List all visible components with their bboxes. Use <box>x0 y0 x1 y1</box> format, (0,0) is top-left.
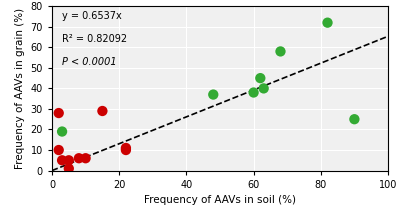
Point <box>210 93 216 96</box>
Point <box>123 146 129 150</box>
Point <box>59 159 65 162</box>
Point <box>59 130 65 133</box>
Y-axis label: Frequency of AAVs in grain (%): Frequency of AAVs in grain (%) <box>15 8 25 169</box>
Point <box>277 50 284 53</box>
Point <box>82 157 89 160</box>
Point <box>257 77 264 80</box>
Point <box>250 91 257 94</box>
Point <box>66 167 72 170</box>
Point <box>56 111 62 115</box>
Point <box>260 87 267 90</box>
Text: P < 0.0001: P < 0.0001 <box>62 57 117 67</box>
X-axis label: Frequency of AAVs in soil (%): Frequency of AAVs in soil (%) <box>144 195 296 205</box>
Point <box>76 157 82 160</box>
Point <box>99 109 106 113</box>
Point <box>66 159 72 162</box>
Point <box>324 21 331 24</box>
Point <box>123 148 129 152</box>
Text: R² = 0.82092: R² = 0.82092 <box>62 34 127 44</box>
Text: y = 0.6537x: y = 0.6537x <box>62 11 122 21</box>
Point <box>351 118 358 121</box>
Point <box>56 148 62 152</box>
